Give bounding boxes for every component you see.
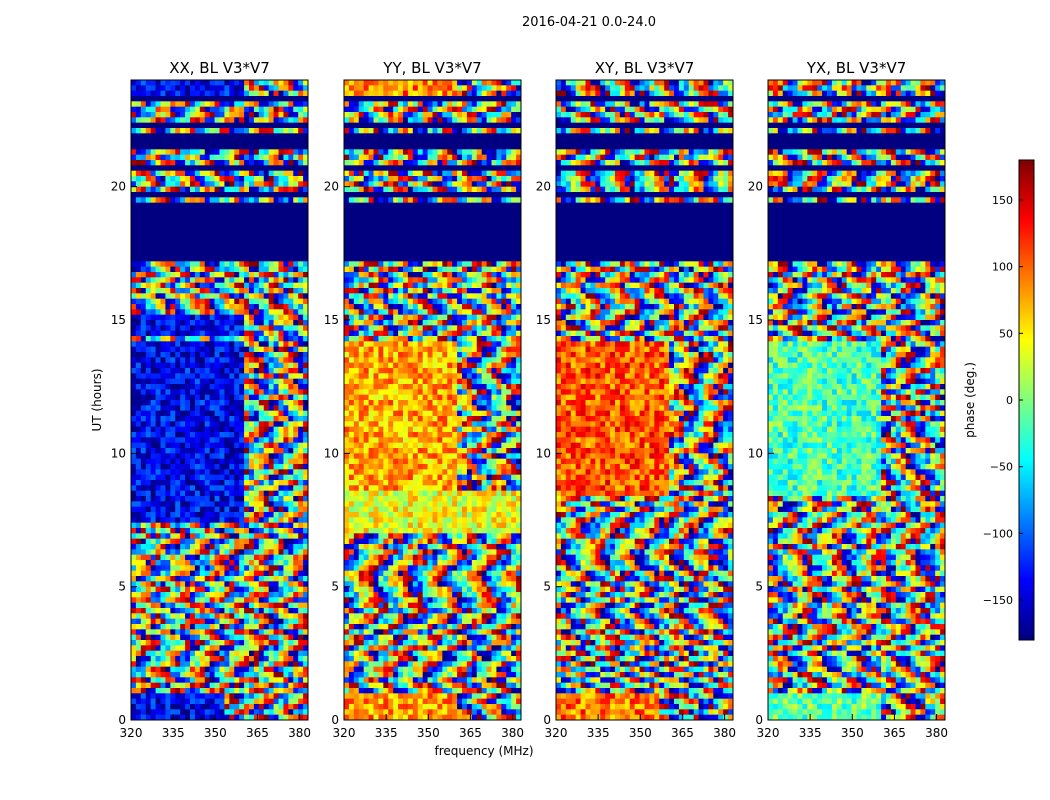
panels: XX, BL V3*V7 320 335 350 365 380 0 5 10 15 20 UT (h…: [90, 59, 948, 758]
y-tick-label: 0: [331, 713, 339, 727]
x-tick-label: 350: [841, 726, 864, 740]
y-tick-label: 10: [748, 446, 763, 460]
y-tick-label: 20: [111, 180, 126, 194]
y-tick-label: 0: [755, 713, 763, 727]
y-tick-label: 5: [543, 580, 551, 594]
x-tick-label: 320: [545, 726, 568, 740]
y-tick-label: 10: [111, 446, 126, 460]
x-tick-label: 365: [883, 726, 906, 740]
x-tick-label: 350: [204, 726, 227, 740]
panel-title: YX, BL V3*V7: [806, 59, 907, 77]
colorbar-tick-label: 50: [999, 327, 1013, 340]
panel-1: YY, BL V3*V7 320 335 350 365 380 0 5 10 15 20 frequ…: [324, 59, 534, 758]
x-tick-label: 380: [925, 726, 948, 740]
x-tick-label: 335: [375, 726, 398, 740]
x-tick-label: 365: [246, 726, 269, 740]
x-tick-label: 335: [162, 726, 185, 740]
x-tick-label: 380: [501, 726, 524, 740]
x-tick-label: 335: [799, 726, 822, 740]
y-tick-label: 5: [331, 580, 339, 594]
y-tick-label: 10: [324, 446, 339, 460]
y-tick-label: 15: [748, 313, 763, 327]
phase-cells: [344, 80, 521, 720]
y-tick-label: 0: [118, 713, 126, 727]
y-tick-label: 15: [111, 313, 126, 327]
panel-title: XX, BL V3*V7: [169, 59, 270, 77]
panel-2: XY, BL V3*V7 320 335 350 365 380 0 5 10 15 20: [536, 59, 736, 740]
colorbar: 150 100 50 0 −50 −100 −150 phase (deg.): [963, 160, 1034, 640]
x-tick-label: 350: [417, 726, 440, 740]
colorbar-tick-label: 0: [1006, 394, 1013, 407]
x-axis-label: frequency (MHz): [434, 744, 533, 758]
y-tick-label: 10: [536, 446, 551, 460]
y-tick-label: 15: [324, 313, 339, 327]
colorbar-tick-label: 150: [992, 194, 1013, 207]
colorbar-label: phase (deg.): [963, 362, 977, 438]
phase-cells: [131, 80, 308, 720]
colorbar-tick-label: −50: [990, 461, 1013, 474]
figure-suptitle: 2016-04-21 0.0-24.0: [522, 15, 656, 30]
y-tick-label: 15: [536, 313, 551, 327]
phase-cells: [556, 80, 733, 720]
x-tick-label: 380: [288, 726, 311, 740]
x-tick-label: 350: [629, 726, 652, 740]
panel-0: XX, BL V3*V7 320 335 350 365 380 0 5 10 15 20 UT (h…: [90, 59, 311, 740]
x-tick-label: 380: [713, 726, 736, 740]
y-tick-label: 5: [755, 580, 763, 594]
y-tick-label: 5: [118, 580, 126, 594]
colorbar-tick-label: −150: [983, 594, 1013, 607]
y-tick-label: 20: [536, 180, 551, 194]
y-tick-label: 20: [324, 180, 339, 194]
panel-title: XY, BL V3*V7: [595, 59, 695, 77]
colorbar-tick-label: −100: [983, 527, 1013, 540]
y-axis-label: UT (hours): [90, 368, 104, 431]
phase-cells: [768, 80, 945, 720]
x-tick-label: 320: [757, 726, 780, 740]
panel-3: YX, BL V3*V7 320 335 350 365 380 0 5 10 15 20: [748, 59, 948, 740]
panel-title: YY, BL V3*V7: [382, 59, 481, 77]
colorbar-tick-label: 100: [992, 261, 1013, 274]
x-tick-label: 335: [587, 726, 610, 740]
x-tick-label: 320: [333, 726, 356, 740]
x-tick-label: 365: [671, 726, 694, 740]
x-tick-label: 320: [120, 726, 143, 740]
x-tick-label: 365: [459, 726, 482, 740]
y-tick-label: 20: [748, 180, 763, 194]
y-tick-label: 0: [543, 713, 551, 727]
